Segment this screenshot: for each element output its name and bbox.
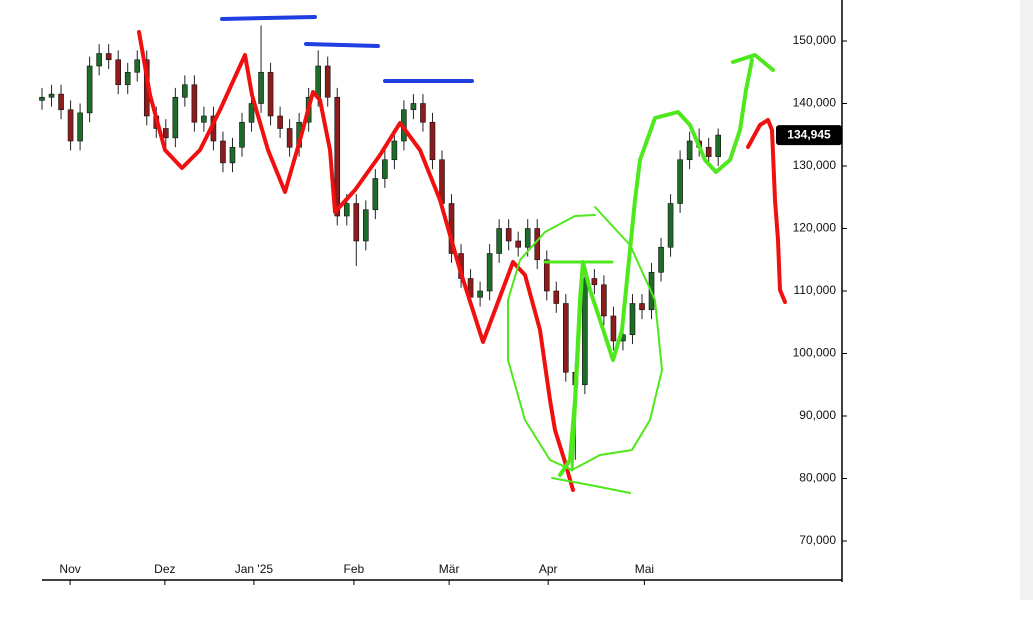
y-tick-label: 110,000	[794, 283, 837, 297]
candle-body	[334, 96, 341, 217]
candle-body	[239, 121, 245, 148]
candle-body	[486, 253, 493, 292]
candle-body	[115, 59, 121, 86]
candle-body	[686, 140, 693, 161]
candle-body	[39, 96, 45, 101]
last-price-label: 134,945	[787, 127, 831, 141]
y-tick-label: 140,000	[793, 96, 837, 110]
x-tick-label: Mär	[439, 562, 460, 576]
candle-body	[105, 53, 112, 61]
y-tick-label: 120,000	[793, 221, 837, 235]
candle-body	[563, 303, 569, 373]
candle-body	[277, 115, 283, 129]
candle-body	[258, 71, 264, 104]
candle-body	[505, 228, 512, 242]
candle-body	[429, 121, 436, 161]
y-tick-label: 90,000	[799, 408, 836, 422]
x-tick-label: Mai	[635, 562, 654, 576]
candle-body	[86, 65, 93, 114]
candle-body	[315, 65, 321, 98]
candle-body	[353, 203, 360, 242]
candle-body	[591, 278, 598, 286]
last-price-tag	[776, 125, 842, 146]
candle-body	[658, 246, 664, 273]
x-tick-label: Nov	[59, 562, 80, 576]
x-tick-label: Feb	[344, 562, 365, 576]
candle-body	[229, 146, 236, 164]
y-tick-label: 130,000	[793, 158, 837, 172]
candle-body	[286, 128, 293, 148]
green-circle	[507, 206, 663, 471]
candle-body	[324, 65, 331, 98]
candle-body	[163, 128, 169, 139]
green-t	[543, 260, 614, 472]
y-tick-label: 150,000	[793, 33, 837, 47]
x-tick-label: Apr	[539, 562, 558, 576]
y-tick-label: 70,000	[799, 533, 836, 547]
candle-body	[477, 290, 483, 298]
candle-body	[553, 290, 560, 304]
candle-body	[515, 240, 521, 248]
candle-body	[715, 134, 721, 157]
candle-body	[582, 278, 588, 386]
candle-body	[96, 53, 102, 67]
candle-body	[372, 178, 379, 211]
candle-body	[363, 209, 369, 242]
candle-body	[410, 103, 417, 111]
candle-body	[601, 284, 607, 317]
candle-body	[382, 159, 388, 179]
candle-body	[496, 228, 502, 254]
candle-body	[391, 140, 398, 161]
y-tick-label: 100,000	[793, 346, 837, 360]
candle-body	[667, 203, 674, 248]
candle-body	[220, 140, 226, 164]
x-tick-label: Dez	[154, 562, 175, 576]
side-strip	[1020, 0, 1033, 600]
candle-body	[134, 59, 141, 73]
candle-body	[248, 103, 255, 123]
candles	[39, 25, 721, 460]
candle-body	[67, 109, 74, 142]
red-path-right	[746, 118, 787, 304]
red-path	[137, 30, 575, 492]
candle-body	[77, 112, 83, 142]
x-tick-label: Jan '25	[235, 562, 274, 576]
green-path	[558, 53, 775, 477]
candle-body	[201, 115, 207, 123]
candle-body	[705, 146, 712, 157]
candle-body	[343, 203, 350, 217]
candle-body	[48, 93, 55, 98]
green-base	[551, 477, 631, 494]
candle-body	[420, 103, 426, 123]
candle-body	[677, 159, 683, 204]
candle-body	[610, 315, 617, 342]
y-tick-label: 80,000	[799, 471, 836, 485]
candle-body	[639, 303, 645, 311]
candle-body	[629, 303, 636, 336]
candle-body	[524, 228, 531, 248]
candle-body	[543, 259, 550, 292]
blue-lines	[220, 15, 474, 83]
candle-body	[182, 84, 188, 98]
candle-body	[172, 96, 179, 139]
annotations	[137, 15, 787, 494]
candle-body	[267, 71, 274, 117]
candle-body	[58, 93, 64, 111]
candle-body	[191, 84, 198, 123]
candle-body	[124, 71, 131, 86]
